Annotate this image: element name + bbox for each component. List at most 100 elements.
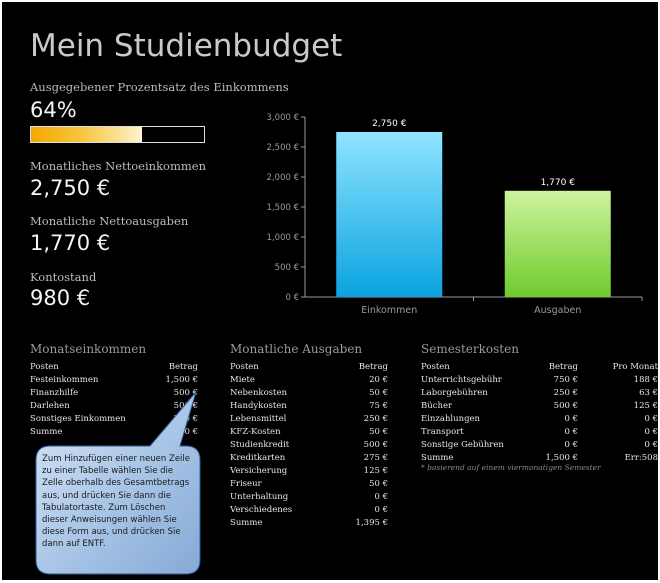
table-row[interactable]: Transport 0 € 0 € [421,426,658,439]
expenses-value[interactable]: 1,770 € [30,231,111,255]
table-row[interactable]: Studienkredit 500 € [230,439,388,452]
table-cell[interactable]: 500 € [363,440,388,450]
table-header-cell[interactable]: Posten [230,362,259,372]
table-header-cell[interactable]: Pro Monat [612,362,658,372]
table-cell[interactable]: 0 € [374,505,388,515]
table-cell[interactable]: 0 € [644,440,658,450]
income-table-title[interactable]: Monatseinkommen [30,342,147,356]
table-row[interactable]: Unterrichtsgebühr 750 € 188 € [421,374,658,387]
table-cell[interactable]: Finanzhilfe [30,388,79,398]
table-cell[interactable]: Transport [421,427,464,437]
table-cell[interactable]: 0 € [564,414,578,424]
table-cell[interactable]: KFZ-Kosten [230,427,281,437]
table-row[interactable]: Summe 1,500 € Err:508 [421,452,658,465]
table-row[interactable]: Unterhaltung 0 € [230,491,388,504]
table-cell[interactable]: 250 € [173,414,198,424]
table-cell[interactable]: Versicherung [230,466,288,476]
income-label[interactable]: Monatliches Nettoeinkommen [30,159,206,173]
table-cell[interactable]: 250 € [363,414,388,424]
table-header-cell[interactable]: Posten [421,362,450,372]
table-row[interactable]: Summe 1,395 € [230,517,388,530]
table-cell[interactable]: Summe [230,518,263,528]
table-header-cell[interactable]: Betrag [548,362,578,372]
table-row[interactable]: Sonstiges Einkommen 250 € [30,413,198,426]
table-cell[interactable]: Sonstige Gebühren [421,440,504,450]
table-cell[interactable]: 0 € [644,427,658,437]
table-header-cell[interactable]: Betrag [358,362,388,372]
table-cell[interactable]: Summe [421,453,454,463]
table-row[interactable]: KFZ-Kosten 50 € [230,426,388,439]
table-cell[interactable]: Bücher [421,401,453,411]
income-table[interactable]: Posten Betrag Festeinkommen 1,500 € Finanzhi… [30,361,198,439]
table-cell[interactable]: 50 € [369,427,388,437]
semester-table-title[interactable]: Semesterkosten [421,342,519,356]
table-cell[interactable]: 0 € [564,440,578,450]
table-row[interactable]: Versicherung 125 € [230,465,388,478]
table-cell[interactable]: 125 € [363,466,388,476]
table-row[interactable]: Festeinkommen 1,500 € [30,374,198,387]
table-cell[interactable]: 250 € [553,388,578,398]
table-cell[interactable]: Friseur [230,479,262,489]
table-header-cell[interactable]: Posten [30,362,59,372]
table-row[interactable]: Sonstige Gebühren 0 € 0 € [421,439,658,452]
table-cell[interactable]: 500 € [173,388,198,398]
table-row[interactable]: Kreditkarten 275 € [230,452,388,465]
table-row[interactable]: Handykosten 75 € [230,400,388,413]
table-cell[interactable]: 0 € [644,414,658,424]
table-cell[interactable]: Lebensmittel [230,414,287,424]
percent-label[interactable]: Ausgegebener Prozentsatz des Einkommens [30,80,289,94]
table-row[interactable]: Einzahlungen 0 € 0 € [421,413,658,426]
income-value[interactable]: 2,750 € [30,176,111,200]
table-cell[interactable]: Kreditkarten [230,453,286,463]
table-cell[interactable]: Studienkredit [230,440,290,450]
table-row[interactable]: Verschiedenes 0 € [230,504,388,517]
table-cell[interactable]: 125 € [633,401,658,411]
table-cell[interactable]: 63 € [639,388,658,398]
table-cell[interactable]: Sonstiges Einkommen [30,414,126,424]
table-cell[interactable]: 75 € [369,401,388,411]
table-row[interactable]: Finanzhilfe 500 € [30,387,198,400]
table-header-cell[interactable]: Betrag [168,362,198,372]
table-cell[interactable]: Laborgebühren [421,388,488,398]
table-row[interactable]: Summe 2,750 € [30,426,198,439]
table-cell[interactable]: Verschiedenes [230,505,293,515]
table-cell[interactable]: Unterhaltung [230,492,289,502]
percent-value[interactable]: 64% [30,98,77,122]
balance-value[interactable]: 980 € [30,286,91,310]
table-cell[interactable]: 750 € [553,375,578,385]
table-row[interactable]: Darlehen 500 € [30,400,198,413]
table-cell[interactable]: 1,395 € [355,518,388,528]
expense-table-title[interactable]: Monatliche Ausgaben [230,342,363,356]
expense-table[interactable]: Posten Betrag Miete 20 € Nebenkosten 50 € Hand… [230,361,388,530]
table-cell[interactable]: 1,500 € [545,453,578,463]
table-row[interactable]: Miete 20 € [230,374,388,387]
table-row[interactable]: Lebensmittel 250 € [230,413,388,426]
table-cell[interactable]: Summe [30,427,63,437]
table-cell[interactable]: Err:508 [624,453,658,463]
semester-table[interactable]: Posten Betrag Pro Monat Unterrichtsgebühr 75… [421,361,658,465]
table-cell[interactable]: Darlehen [30,401,70,411]
table-cell[interactable]: 500 € [553,401,578,411]
expenses-label[interactable]: Monatliche Nettoausgaben [30,214,189,228]
table-cell[interactable]: 0 € [564,427,578,437]
balance-label[interactable]: Kontostand [30,270,97,284]
table-cell[interactable]: Unterrichtsgebühr [421,375,502,385]
table-cell[interactable]: Festeinkommen [30,375,99,385]
table-cell[interactable]: 0 € [374,492,388,502]
table-cell[interactable]: 2,750 € [165,427,198,437]
table-cell[interactable]: 500 € [173,401,198,411]
table-cell[interactable]: 188 € [633,375,658,385]
table-cell[interactable]: Nebenkosten [230,388,287,398]
table-cell[interactable]: Miete [230,375,255,385]
table-row[interactable]: Bücher 500 € 125 € [421,400,658,413]
table-row[interactable]: Friseur 50 € [230,478,388,491]
table-cell[interactable]: 50 € [369,479,388,489]
table-cell[interactable]: Handykosten [230,401,287,411]
table-cell[interactable]: 1,500 € [165,375,198,385]
table-cell[interactable]: 50 € [369,388,388,398]
page-title[interactable]: Mein Studienbudget [30,28,343,64]
budget-bar-chart[interactable]: 0 € 500 € 1,000 € 1,500 € 2,000 € 2,500 € 3,00… [240,100,650,325]
table-cell[interactable]: Einzahlungen [421,414,481,424]
table-row[interactable]: Nebenkosten 50 € [230,387,388,400]
table-cell[interactable]: 20 € [369,375,388,385]
